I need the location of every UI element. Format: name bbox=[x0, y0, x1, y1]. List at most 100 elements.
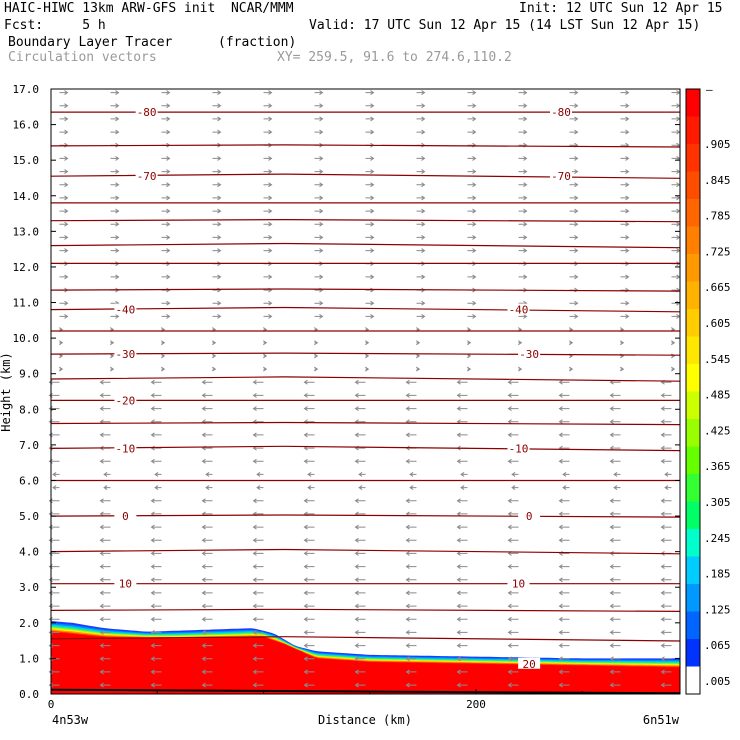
vector-498 bbox=[569, 182, 579, 188]
contour-label-13: 10 bbox=[119, 578, 132, 591]
vector-244 bbox=[303, 498, 315, 504]
vector-401 bbox=[467, 248, 477, 254]
vector-321 bbox=[365, 90, 375, 96]
vector-88 bbox=[110, 129, 120, 135]
vector-72 bbox=[110, 340, 115, 346]
vector-564 bbox=[660, 524, 672, 530]
vector-95 bbox=[150, 643, 162, 649]
vector-51 bbox=[99, 616, 111, 622]
vector-266 bbox=[314, 208, 324, 214]
contour-label-6: -30 bbox=[115, 348, 135, 361]
x-axis-label: Distance (km) bbox=[318, 713, 412, 727]
vector-330 bbox=[405, 577, 417, 583]
vector-167 bbox=[212, 300, 222, 306]
vector-185 bbox=[252, 669, 264, 675]
contour-label-bg-7 bbox=[518, 348, 541, 360]
vector-431 bbox=[507, 458, 519, 464]
contour-label-7: -30 bbox=[519, 348, 539, 361]
vector-278 bbox=[354, 656, 366, 662]
vector-246 bbox=[307, 471, 315, 477]
vector-480 bbox=[558, 419, 570, 425]
vector-38 bbox=[59, 182, 69, 188]
contour-label-3: -70 bbox=[551, 170, 571, 183]
vector-559 bbox=[660, 590, 672, 596]
vector-272 bbox=[314, 129, 324, 135]
vector-110 bbox=[150, 445, 162, 451]
y-tick-label-1: 1.0 bbox=[19, 652, 39, 665]
vector-540 bbox=[620, 234, 630, 240]
vector-442 bbox=[518, 313, 528, 319]
vector-273 bbox=[314, 116, 324, 122]
colorbar-swatch-11 bbox=[686, 391, 700, 420]
vector-389 bbox=[456, 406, 468, 412]
vector-396 bbox=[467, 313, 477, 319]
vector-107 bbox=[154, 485, 162, 491]
vector-563 bbox=[660, 537, 672, 543]
vector-293 bbox=[354, 458, 366, 464]
vector-430 bbox=[511, 471, 519, 477]
vector-574 bbox=[660, 392, 672, 398]
vector-403 bbox=[467, 221, 477, 227]
vector-304 bbox=[365, 313, 375, 319]
vector-475 bbox=[562, 485, 570, 491]
temperature-contour-layer: -80 -80 -70 -70 -40 -40 -30 -30 -20 -10 -10 0 0 10 10 2… bbox=[50, 106, 681, 671]
vector-121 bbox=[161, 300, 171, 306]
vector-508 bbox=[609, 656, 621, 662]
vector-109 bbox=[150, 458, 162, 464]
contour-label-0: -80 bbox=[137, 106, 157, 119]
colorbar-label-13: .125 bbox=[704, 603, 731, 616]
vector-550 bbox=[620, 103, 630, 109]
colorbar-swatch-21 bbox=[686, 666, 700, 695]
vector-184 bbox=[252, 682, 264, 688]
vector-163 bbox=[212, 353, 217, 359]
vector-597 bbox=[671, 90, 681, 96]
vector-178 bbox=[212, 155, 222, 161]
vector-224 bbox=[263, 155, 273, 161]
vector-240 bbox=[303, 550, 315, 556]
y-tick-label-9: 9.0 bbox=[19, 368, 39, 381]
vector-450 bbox=[518, 208, 528, 214]
vector-99 bbox=[150, 590, 162, 596]
vector-233 bbox=[303, 643, 315, 649]
contour-label-bg-5 bbox=[507, 303, 530, 315]
vector-219 bbox=[263, 221, 273, 227]
vector-234 bbox=[303, 629, 315, 635]
vector-205 bbox=[252, 406, 264, 412]
vector-383 bbox=[460, 485, 468, 491]
vector-207 bbox=[252, 379, 264, 385]
vector-372 bbox=[456, 629, 468, 635]
vector-369 bbox=[456, 669, 468, 675]
contour-label-2: -70 bbox=[137, 170, 157, 183]
vector-46 bbox=[99, 682, 111, 688]
contour-17 bbox=[50, 548, 681, 555]
vector-505 bbox=[569, 90, 579, 96]
contour-label-bg-4 bbox=[114, 303, 137, 315]
vector-402 bbox=[467, 234, 477, 240]
colorbar-swatch-2 bbox=[686, 144, 700, 172]
vector-387 bbox=[456, 432, 468, 438]
vector-194 bbox=[252, 550, 264, 556]
vector-50 bbox=[99, 629, 111, 635]
vector-315 bbox=[365, 169, 375, 175]
vector-111 bbox=[150, 432, 162, 438]
colorbar-swatch-18 bbox=[686, 584, 700, 612]
vector-277 bbox=[354, 669, 366, 675]
vector-263 bbox=[314, 248, 324, 254]
vector-160 bbox=[201, 392, 213, 398]
vector-281 bbox=[354, 616, 366, 622]
vector-47 bbox=[99, 669, 111, 675]
vector-353 bbox=[416, 274, 426, 280]
vector-390 bbox=[456, 392, 468, 398]
vector-162 bbox=[212, 366, 217, 372]
vector-298 bbox=[354, 392, 366, 398]
colorbar-swatch-5 bbox=[686, 226, 700, 255]
colorbar-swatch-14 bbox=[686, 474, 700, 502]
vector-90 bbox=[110, 103, 120, 109]
contour-label-10: -10 bbox=[509, 442, 529, 455]
colorbar-label-4: .665 bbox=[704, 281, 731, 294]
vector-247 bbox=[303, 458, 315, 464]
vector-573 bbox=[660, 406, 672, 412]
vector-174 bbox=[212, 208, 222, 214]
vector-526 bbox=[609, 419, 621, 425]
title-line-1-left: HAIC-HIWC 13km ARW-GFS init NCAR/MMM bbox=[4, 1, 294, 16]
